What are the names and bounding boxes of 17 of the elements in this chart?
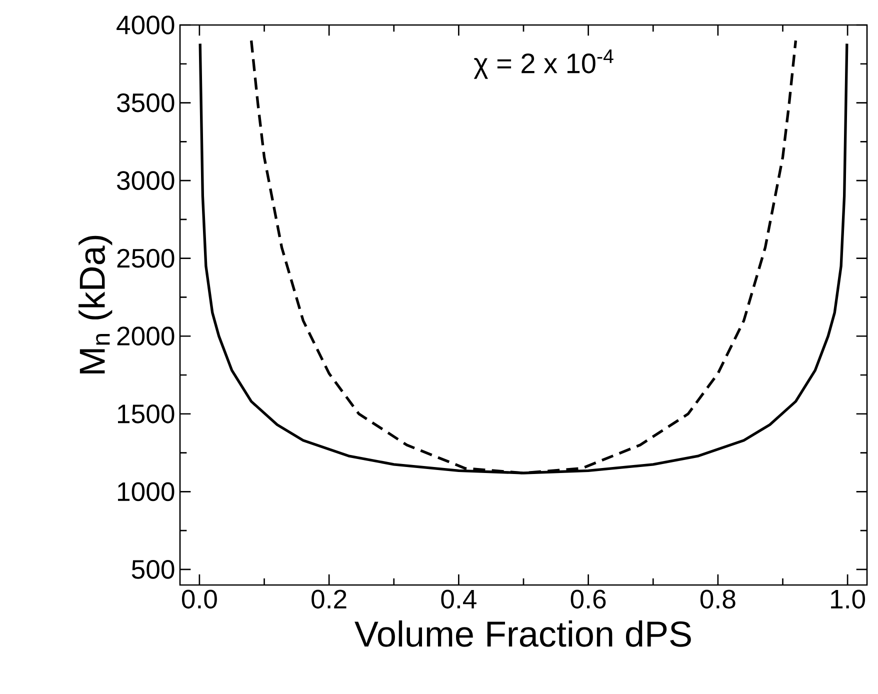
- y-axis-title: M$_{n}$ (kDa): [78, 236, 112, 374]
- y-tick-label: 3500: [116, 93, 174, 112]
- y-tick-label: 2500: [117, 248, 174, 268]
- y-tick-label: 1500: [118, 404, 174, 424]
- x-tick-label: 1.0: [831, 590, 866, 609]
- x-tick-label: 0.4: [441, 590, 476, 609]
- y-tick-label: 1000: [118, 482, 174, 502]
- annotation: χ = 2 x 10$^{-4}$: [474, 50, 614, 79]
- x-tick-label: 0.2: [312, 590, 346, 609]
- x-tick-label: 0.8: [700, 590, 736, 609]
- y-tick-label: 3000: [116, 171, 174, 190]
- y-tick-label: 4000: [116, 16, 174, 34]
- x-axis-title: Volume Fraction dPS: [354, 620, 691, 647]
- y-tick-label: 500: [132, 560, 174, 579]
- y-tick-label: 2000: [117, 326, 174, 346]
- x-tick-label: 0.6: [570, 590, 606, 609]
- x-tick-label: 0.0: [182, 590, 217, 609]
